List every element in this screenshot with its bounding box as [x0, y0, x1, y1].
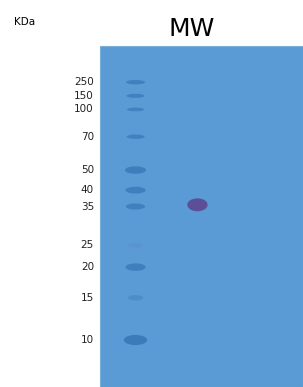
Ellipse shape	[126, 94, 145, 98]
Ellipse shape	[128, 243, 143, 248]
Text: 150: 150	[74, 91, 94, 101]
Text: 50: 50	[81, 165, 94, 175]
Ellipse shape	[125, 264, 146, 271]
Ellipse shape	[127, 108, 144, 111]
Ellipse shape	[125, 166, 146, 174]
Text: MW: MW	[168, 17, 215, 41]
Text: 70: 70	[81, 132, 94, 142]
Text: 100: 100	[74, 104, 94, 115]
Text: 35: 35	[81, 202, 94, 212]
Text: 15: 15	[81, 293, 94, 303]
Ellipse shape	[126, 204, 145, 210]
Ellipse shape	[125, 187, 146, 194]
Text: KDa: KDa	[14, 17, 35, 27]
Text: 10: 10	[81, 335, 94, 345]
Bar	[100, 46, 303, 387]
Text: 20: 20	[81, 262, 94, 272]
Ellipse shape	[128, 295, 143, 300]
Text: 250: 250	[74, 77, 94, 87]
Ellipse shape	[187, 198, 208, 211]
Ellipse shape	[126, 134, 145, 139]
Text: 40: 40	[81, 185, 94, 195]
Ellipse shape	[124, 335, 147, 345]
Text: 25: 25	[81, 240, 94, 250]
Ellipse shape	[126, 80, 145, 84]
